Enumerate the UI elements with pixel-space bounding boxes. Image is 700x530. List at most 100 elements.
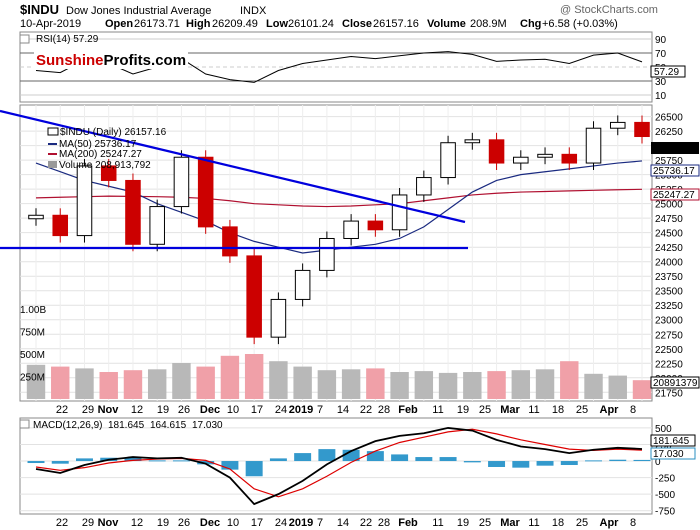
macd-legend-v3: 17.030: [192, 420, 223, 431]
x-axis-label: 22: [56, 404, 68, 416]
price-tick: 24000: [655, 258, 683, 269]
rsi-tick: 70: [655, 49, 667, 60]
macd-hist-bar: [536, 461, 554, 466]
candle-body: [488, 139, 505, 164]
chart-symbol: $INDU: [20, 2, 59, 17]
macd-hist-bar: [148, 460, 166, 462]
volume-bar: [51, 366, 70, 399]
x-axis-label: Mar: [500, 404, 520, 416]
price-tick: 26500: [655, 113, 683, 124]
macd-line: [35, 427, 643, 506]
x-axis-label: 25: [576, 404, 588, 416]
x-axis-label: 11: [528, 404, 539, 416]
x-axis-bottom: 22 29 Nov 12 19 26 Dec 10 17 24 2019 7 14 22 28 Feb 11 19…: [56, 517, 636, 529]
macd-tick: -500: [655, 490, 675, 501]
x-axis-label: 12: [131, 517, 143, 529]
x-axis-label: 11: [528, 517, 539, 529]
x-axis-label: Nov: [98, 404, 120, 416]
macd-hist-bar: [463, 461, 481, 463]
volume-bar: [366, 368, 385, 399]
candle-body: [294, 269, 311, 300]
chart-name: Dow Jones Industrial Average: [66, 5, 211, 17]
price-tick: 24250: [655, 243, 683, 254]
x-axis-label: 22: [360, 517, 372, 529]
x-axis-label: Mar: [500, 517, 520, 529]
candle-body: [125, 179, 141, 245]
x-axis-label: 11: [432, 404, 443, 416]
volume-bar: [293, 366, 312, 399]
volume-bar: [608, 375, 627, 399]
volume-tick: 750M: [20, 328, 45, 339]
volume-bar: [220, 355, 240, 399]
x-axis-label: Nov: [98, 517, 120, 529]
volume-bar: [560, 361, 579, 399]
volume-bar: [390, 372, 409, 399]
x-axis-label: 22: [360, 404, 372, 416]
candle-body: [634, 121, 650, 138]
volume-bar: [26, 364, 46, 399]
downtrend-line[interactable]: [0, 109, 466, 224]
volume-value-label: 20891379: [653, 378, 698, 389]
macd-hist-bar: [391, 454, 409, 462]
x-axis-label: 22: [56, 517, 68, 529]
volume-bar: [511, 370, 531, 399]
x-axis-label: Feb: [398, 404, 418, 416]
macd-legend-v1: 181.645: [108, 420, 145, 431]
header-date: 10-Apr-2019: [20, 18, 81, 30]
ma50-value-label: 25736.17: [653, 166, 695, 177]
candle-body: [513, 156, 529, 164]
price-tick: 24500: [655, 229, 683, 240]
candle-body: [76, 165, 93, 237]
x-axis-label: 19: [157, 404, 169, 416]
price-tick: 23250: [655, 301, 683, 312]
x-axis-label: 8: [630, 517, 636, 529]
header-low: 26101.24: [288, 18, 334, 30]
price-legend-icon: [47, 127, 59, 136]
volume-bar: [75, 368, 94, 399]
logo-part2: Profits.com: [103, 52, 187, 69]
candle-body: [197, 156, 214, 228]
candle-body: [222, 226, 238, 257]
candle-body: [440, 142, 456, 179]
candle-body: [246, 255, 262, 338]
volume-bar: [244, 354, 264, 399]
chart-exchange: INDX: [240, 5, 267, 17]
macd-hist-bar: [124, 457, 142, 462]
x-axis-top: 22 29 Nov 12 19 26 Dec 10 17 24 2019 7 14 22 28 Feb 11 19…: [56, 404, 636, 416]
x-axis-label: Dec: [200, 517, 220, 529]
x-axis-label: 25: [576, 517, 588, 529]
macd-hist-bar: [51, 461, 69, 464]
rsi-value-box: [650, 65, 686, 78]
sunshine-profits-logo: SunshineProfits.com: [34, 52, 189, 69]
volume-ticks: 1.00B 750M 500M 250M: [20, 305, 46, 384]
candle-body: [367, 220, 384, 231]
macd-hist-value-box: [650, 447, 696, 460]
macd-tick: -250: [655, 474, 675, 485]
volume-bar: [147, 369, 167, 399]
volume-bar: [535, 369, 555, 399]
x-axis-label: 25: [479, 517, 491, 529]
candle-body: [52, 214, 69, 237]
volume-bars: [26, 354, 652, 399]
x-axis-label: 14: [337, 517, 349, 529]
macd-value-label: 181.645: [653, 436, 690, 447]
macd-hist-bar: [366, 451, 384, 462]
x-axis-label: 28: [378, 517, 390, 529]
header-chg: +6.58 (+0.03%): [542, 18, 618, 30]
header-high: 26209.49: [212, 18, 258, 30]
x-axis-label: 28: [378, 404, 390, 416]
x-axis-label: 2019: [289, 517, 313, 529]
ma200-value-label: 25247.27: [653, 190, 695, 201]
volume-bar: [99, 372, 118, 399]
x-axis-label: 10: [227, 517, 239, 529]
x-axis-label: Apr: [600, 517, 620, 529]
macd-legend-v2: 164.615: [150, 420, 187, 431]
price-tick: 25000: [655, 200, 683, 211]
candle-body: [173, 156, 190, 208]
header-high-label: High: [186, 18, 211, 30]
macd-value-box: [650, 434, 696, 447]
x-axis-label: 11: [432, 517, 443, 529]
x-axis-label: 29: [82, 517, 94, 529]
x-axis-label: 19: [457, 517, 469, 529]
candle-body: [391, 194, 408, 231]
